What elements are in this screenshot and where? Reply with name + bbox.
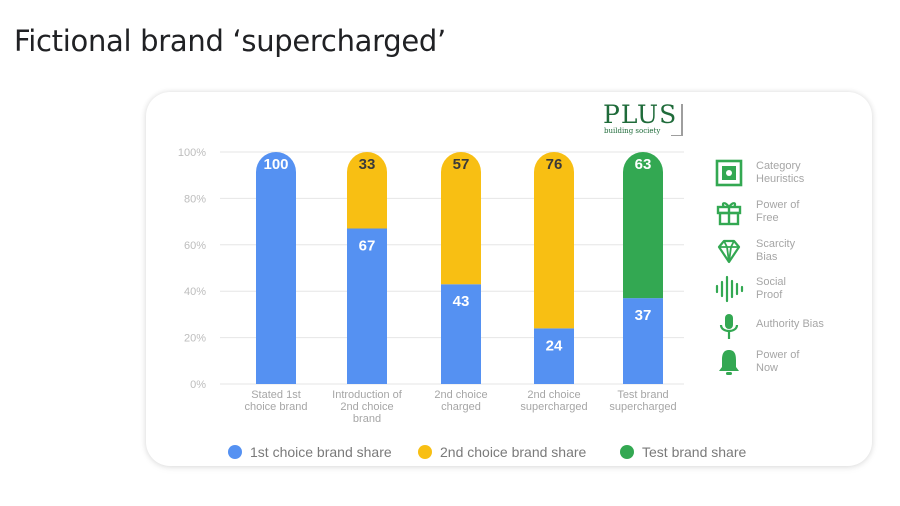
category-label: 2nd choice [434, 389, 487, 401]
chip-icon [714, 158, 744, 188]
logo-subtitle: building society [604, 127, 661, 135]
category-label: choice brand [245, 401, 308, 413]
sidebar-item-label: Power of Now [756, 349, 800, 374]
sidebar-item-social-proof: Social Proof [714, 274, 834, 308]
microphone-icon [714, 312, 744, 342]
bar-segment [256, 152, 296, 384]
category-label: 2nd choice [340, 401, 393, 413]
sidebar-item-label: Category Heuristics [756, 160, 805, 185]
plus-logo: PLUS building society [603, 100, 685, 140]
bar-segment [623, 152, 663, 299]
sidebar-item-power-of-free: Power of Free [714, 197, 834, 231]
legend-swatch [228, 445, 242, 459]
y-tick-label: 80% [184, 193, 206, 205]
bar-segment [347, 152, 387, 229]
sidebar-item-label: Scarcity Bias [756, 238, 796, 263]
logo-base [671, 135, 683, 136]
y-tick-label: 20% [184, 333, 206, 345]
legend: 1st choice brand share 2nd choice brand … [228, 442, 788, 464]
soundwave-icon [714, 274, 744, 304]
sidebar-item-label: Social Proof [756, 276, 786, 301]
legend-swatch [418, 445, 432, 459]
y-tick-label: 40% [184, 286, 206, 298]
sidebar-item-category-heuristics: Category Heuristics [714, 158, 834, 192]
y-tick-label: 0% [190, 379, 206, 391]
data-label: 100 [263, 156, 288, 173]
category-label: supercharged [609, 401, 676, 413]
data-label: 76 [546, 156, 563, 173]
data-label: 24 [546, 337, 563, 354]
legend-label: 2nd choice brand share [440, 444, 587, 460]
bar-segment [347, 228, 387, 384]
diamond-icon [714, 236, 744, 266]
page-title: Fictional brand ‘supercharged’ [14, 24, 446, 58]
bell-icon [714, 347, 744, 377]
sidebar-item-label: Authority Bias [756, 318, 824, 330]
legend-label: Test brand share [642, 444, 747, 460]
y-tick-label: 100% [178, 147, 206, 159]
legend-swatch [620, 445, 634, 459]
sidebar-item-authority-bias: Authority Bias [714, 312, 834, 346]
bar-segment [441, 284, 481, 384]
data-label: 63 [635, 156, 652, 173]
logo-bar [681, 104, 683, 136]
legend-label: 1st choice brand share [250, 444, 392, 460]
category-label: 2nd choice [527, 389, 580, 401]
category-label: Stated 1st [251, 389, 301, 401]
data-label: 33 [359, 156, 376, 173]
bar-segment [534, 328, 574, 384]
gift-icon [714, 197, 744, 227]
data-label: 37 [635, 307, 652, 324]
category-label: Introduction of [332, 389, 403, 401]
category-label: supercharged [520, 401, 587, 413]
category-label: charged [441, 401, 481, 413]
data-label: 57 [453, 156, 470, 173]
sidebar-item-power-of-now: Power of Now [714, 347, 834, 381]
bar-segment [441, 152, 481, 285]
sidebar-item-label: Power of Free [756, 199, 800, 224]
y-tick-label: 60% [184, 240, 206, 252]
bar-segment [623, 298, 663, 384]
data-label: 43 [453, 293, 470, 310]
category-label: brand [353, 413, 381, 425]
category-label: Test brand [617, 389, 668, 401]
bar-segment [534, 152, 574, 329]
sidebar-item-scarcity-bias: Scarcity Bias [714, 236, 834, 270]
logo-word: PLUS [603, 100, 678, 129]
data-label: 67 [359, 238, 376, 255]
